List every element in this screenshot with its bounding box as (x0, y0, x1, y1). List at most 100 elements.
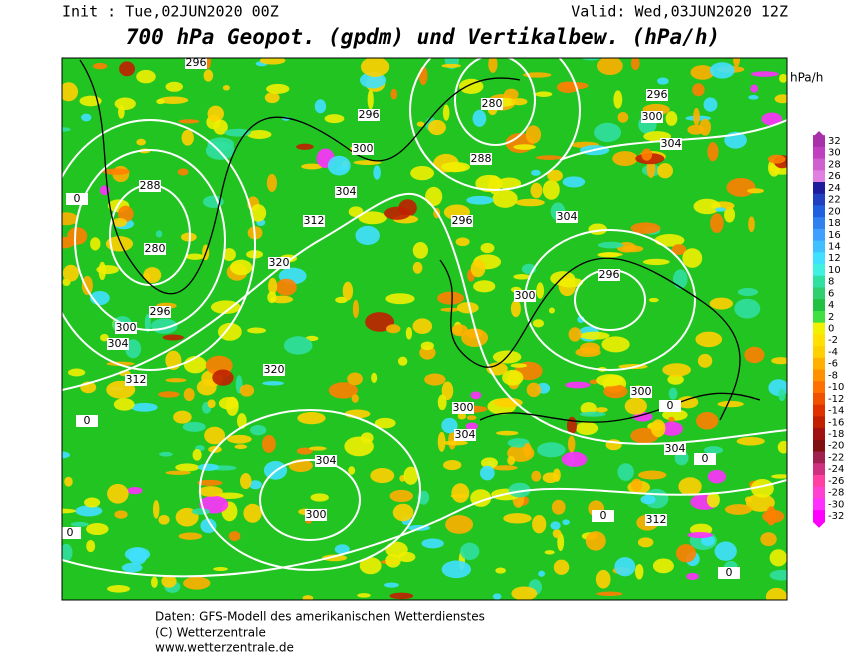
field-cell (410, 165, 434, 181)
field-cell (710, 213, 724, 234)
contour-label: 304 (661, 137, 682, 150)
field-cell (466, 415, 477, 421)
contour-label-box (481, 98, 503, 110)
field-cell (451, 324, 468, 337)
field-cell (247, 130, 272, 139)
field-cell (373, 165, 381, 180)
field-cell (693, 107, 700, 126)
field-cell (660, 421, 683, 436)
field-cell (479, 465, 495, 481)
field-cell (207, 137, 235, 152)
contour-label: 296 (647, 88, 668, 101)
colorbar-label: -22 (828, 452, 844, 463)
colorbar-label: -2 (828, 335, 838, 346)
field-cell (525, 125, 542, 144)
field-cell (81, 275, 93, 296)
field-cell (178, 119, 200, 124)
field-cell (162, 334, 184, 341)
colorbar-swatch (813, 146, 825, 160)
field-cell (262, 435, 276, 453)
field-cell (466, 195, 494, 205)
field-cell (771, 357, 787, 365)
field-cell (247, 327, 267, 334)
colorbar-swatch (813, 369, 825, 382)
field-cell (200, 518, 217, 534)
field-cell (493, 397, 523, 408)
field-cell (779, 73, 787, 83)
field-cell (648, 297, 659, 303)
contour-label-box (718, 567, 740, 579)
field-cell (695, 331, 723, 348)
field-cell (385, 553, 401, 568)
contour-label: 280 (482, 97, 503, 110)
field-cell (652, 558, 674, 574)
field-cell (612, 151, 638, 167)
field-cell (630, 478, 643, 492)
field-cell (601, 336, 630, 353)
field-cell (594, 122, 622, 143)
field-cell (159, 451, 173, 457)
field-cell (550, 521, 561, 530)
field-cell (322, 554, 348, 562)
colorbar-label: -4 (828, 347, 838, 358)
field-cell (668, 387, 678, 400)
field-cell (552, 529, 562, 539)
field-cell (760, 532, 777, 547)
field-cell (283, 336, 313, 355)
field-cell (358, 211, 387, 225)
field-cell (777, 440, 787, 454)
colorbar-swatch (813, 334, 825, 347)
field-cell (192, 449, 202, 461)
contour-label: 300 (306, 508, 327, 521)
colorbar-swatch (813, 322, 825, 335)
field-cell (761, 112, 783, 126)
colorbar-label: 6 (828, 288, 834, 299)
field-cell (359, 557, 382, 575)
field-cell (62, 127, 71, 132)
field-cell (427, 119, 446, 136)
colorbar: 32302826242220181614121086420-2-4-6-8-10… (813, 131, 844, 528)
field-cell (440, 307, 460, 312)
contour-label-box (630, 386, 652, 398)
field-cell (165, 378, 187, 383)
colorbar-swatch (813, 486, 825, 499)
field-cell (397, 551, 416, 563)
field-cell (125, 339, 142, 359)
colorbar-swatch (813, 439, 825, 453)
colorbar-swatch (813, 498, 825, 511)
colorbar-label: 18 (828, 218, 841, 229)
field-cell (351, 394, 359, 403)
contour-label-box (641, 111, 663, 123)
field-cell (733, 58, 740, 67)
contour-label: 300 (515, 289, 536, 302)
colorbar-swatch (813, 182, 825, 195)
colorbar-label: -12 (828, 394, 844, 405)
field-cell (532, 514, 547, 534)
field-cell (706, 491, 720, 508)
field-cell (642, 258, 670, 266)
field-cell (458, 78, 484, 94)
contour-label: 0 (74, 192, 81, 205)
field-cell (672, 269, 688, 289)
colorbar-label: -16 (828, 417, 844, 428)
colorbar-label: 30 (828, 148, 841, 159)
field-cell (657, 163, 673, 179)
field-cell (250, 204, 267, 222)
contour-label: 296 (599, 268, 620, 281)
field-cell (532, 319, 544, 328)
field-cell (513, 273, 531, 280)
contour-label: 312 (646, 513, 667, 526)
field-cell (701, 535, 715, 547)
field-cell (510, 98, 528, 106)
field-cell (222, 85, 230, 91)
colorbar-swatch (813, 474, 825, 488)
field-cell (86, 522, 109, 536)
field-cell (595, 569, 611, 589)
field-cell (327, 155, 351, 176)
field-cell (383, 206, 411, 220)
field-cell (158, 391, 180, 398)
field-cell (585, 531, 606, 551)
field-cell (717, 400, 744, 408)
colorbar-swatch (813, 428, 825, 441)
contour-label: 300 (642, 110, 663, 123)
